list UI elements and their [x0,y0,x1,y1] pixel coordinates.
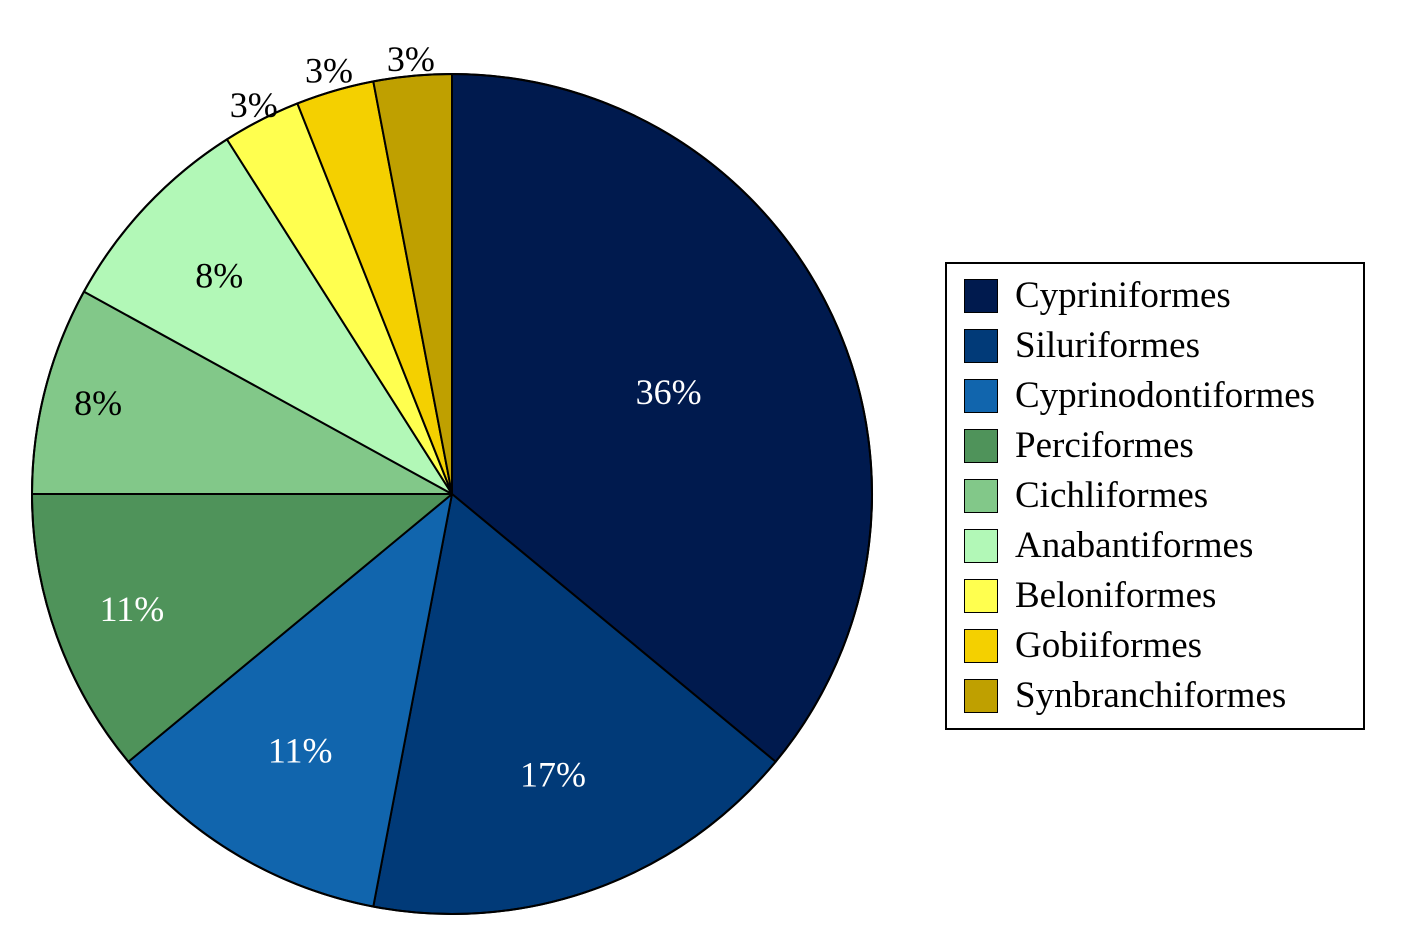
legend-label: Synbranchiformes [1015,675,1287,716]
value-label-perciformes: 11% [100,589,165,629]
legend-label: Cypriniformes [1015,275,1231,316]
pie-slices [31,73,874,915]
legend: Cypriniformes Siluriformes Cyprinodontifor… [945,262,1365,730]
pie-outline [31,73,873,915]
legend-item-anabantiformes: Anabantiformes [964,526,1253,566]
legend-swatch [964,479,998,513]
value-label-cyprinodontiformes: 11% [268,731,333,771]
legend-swatch [964,329,998,363]
legend-label: Siluriformes [1015,325,1200,366]
legend-item-synbranchiformes: Synbranchiformes [964,676,1286,716]
legend-item-cypriniformes: Cypriniformes [964,276,1231,316]
legend-item-siluriformes: Siluriformes [964,326,1200,366]
legend-label: Anabantiformes [1015,525,1254,566]
legend-swatch [964,279,998,313]
legend-swatch [964,679,998,713]
legend-swatch [964,629,998,663]
legend-swatch [964,429,998,463]
legend-swatch [964,529,998,563]
value-label-cichliformes: 8% [74,383,122,423]
legend-item-cichliformes: Cichliformes [964,476,1208,516]
legend-item-perciformes: Perciformes [964,426,1194,466]
pie-value-labels: 36% 17% 11% 11% 8% 8% 3% 3% 3% [74,39,702,795]
legend-label: Gobiiformes [1015,625,1203,666]
legend-label: Perciformes [1015,425,1194,466]
value-label-beloniformes: 3% [230,85,278,125]
value-label-siluriformes: 17% [520,755,586,795]
value-label-cypriniformes: 36% [636,372,702,412]
legend-swatch [964,579,998,613]
value-label-gobiiformes: 3% [305,51,353,91]
legend-label: Cyprinodontiformes [1015,375,1316,416]
legend-item-gobiiformes: Gobiiformes [964,626,1202,666]
value-label-anabantiformes: 8% [195,256,243,296]
value-label-synbranchiformes: 3% [387,39,435,79]
legend-item-cyprinodontiformes: Cyprinodontiformes [964,376,1315,416]
legend-swatch [964,379,998,413]
legend-label: Cichliformes [1015,475,1209,516]
legend-item-beloniformes: Beloniformes [964,576,1216,616]
legend-label: Beloniformes [1015,575,1217,616]
